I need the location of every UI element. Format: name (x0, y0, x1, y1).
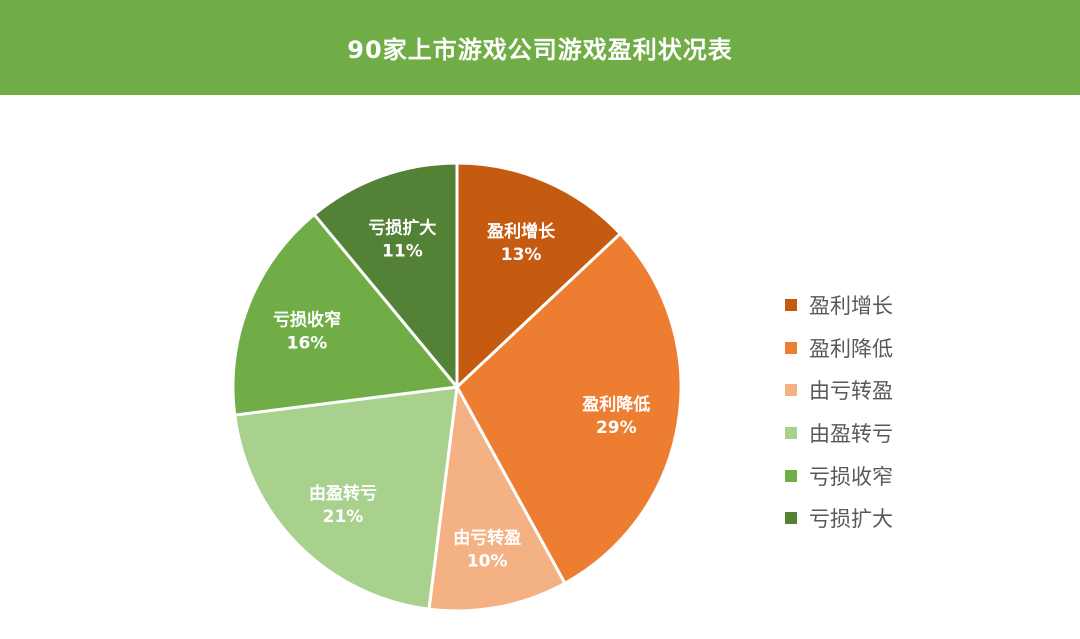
legend-swatch (785, 384, 797, 397)
legend-label: 亏损收窄 (809, 464, 893, 489)
slice-value-label-1: 13% (501, 245, 542, 265)
title-banner: 90家上市游戏公司游戏盈利状况表 (0, 0, 1080, 95)
legend-item-5: 亏损收窄 (785, 454, 985, 497)
pie-slice-2 (455, 232, 683, 585)
slice-value-label-2: 29% (596, 418, 637, 438)
legend-item-2: 盈利降低 (785, 327, 985, 370)
slice-value-label-4: 21% (323, 507, 364, 527)
legend-item-6: 亏损扩大 (785, 497, 985, 540)
legend-swatch (785, 427, 797, 440)
legend-label: 盈利增长 (809, 294, 893, 319)
legend-label: 亏损扩大 (809, 507, 893, 532)
pie-slice-1 (455, 161, 622, 389)
slice-category-label-3: 由亏转盈 (453, 527, 521, 548)
legend-item-4: 由盈转亏 (785, 412, 985, 455)
slice-category-label-6: 亏损扩大 (368, 217, 436, 238)
slice-category-label-2: 盈利降低 (581, 394, 650, 415)
legend-label: 由亏转盈 (809, 379, 893, 404)
slice-value-label-6: 11% (382, 241, 423, 261)
slice-value-label-5: 16% (287, 334, 328, 354)
legend-item-1: 盈利增长 (785, 284, 985, 327)
pie-slice-4 (233, 385, 459, 611)
legend-label: 由盈转亏 (809, 422, 893, 447)
legend-item-3: 由亏转盈 (785, 369, 985, 412)
chart-title: 90家上市游戏公司游戏盈利状况表 (347, 36, 733, 64)
slice-category-label-1: 盈利增长 (486, 221, 556, 242)
slice-value-label-3: 10% (467, 551, 508, 571)
pie-slice-3 (427, 385, 567, 613)
slice-category-label-5: 亏损收窄 (273, 310, 341, 331)
slice-category-label-4: 由盈转亏 (309, 483, 377, 504)
legend-label: 盈利降低 (809, 336, 893, 361)
legend-swatch (785, 512, 797, 525)
chart-legend: 盈利增长盈利降低由亏转盈由盈转亏亏损收窄亏损扩大 (785, 284, 985, 540)
pie-slice-6 (312, 161, 459, 389)
pie-slice-5 (231, 212, 459, 417)
legend-swatch (785, 341, 797, 354)
legend-swatch (785, 299, 797, 312)
legend-swatch (785, 469, 797, 482)
